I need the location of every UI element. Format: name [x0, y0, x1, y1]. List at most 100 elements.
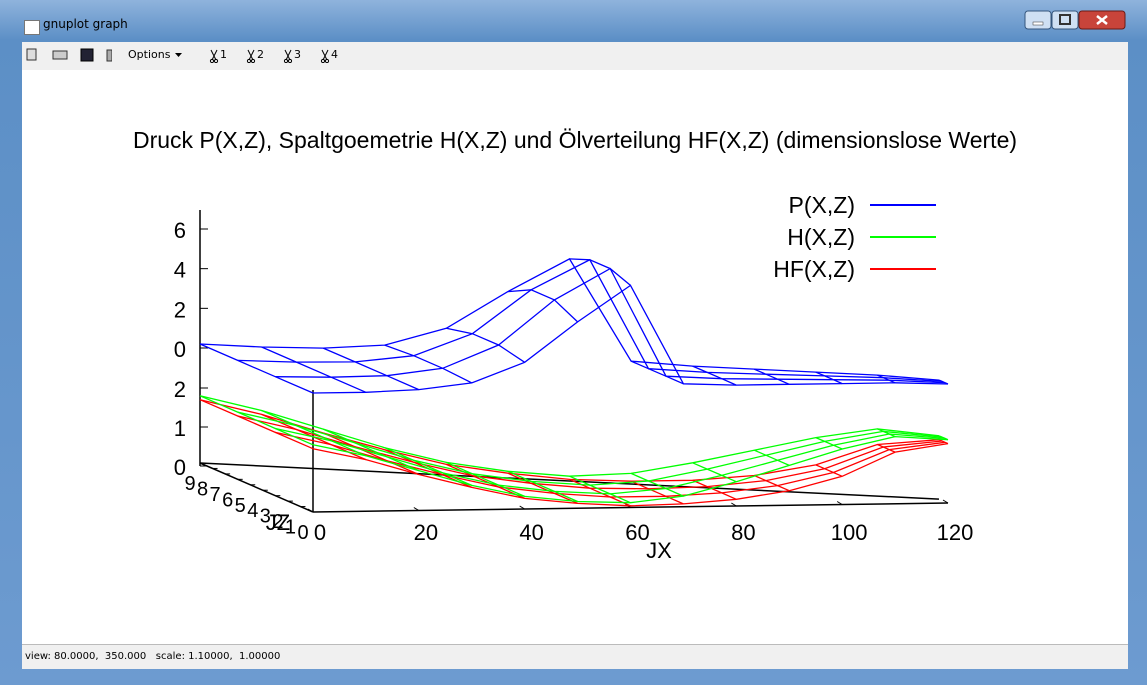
- base-edge: [199, 462, 939, 500]
- surface-column: [322, 347, 420, 391]
- print-button[interactable]: [52, 50, 68, 60]
- window-controls: [1024, 10, 1126, 30]
- plot-tab[interactable]: 3: [294, 48, 301, 61]
- surface-column: [692, 462, 737, 483]
- minimize-button[interactable]: [1024, 10, 1052, 30]
- x-tick-label: 40: [519, 520, 543, 545]
- dropdown-arrow: [175, 53, 182, 57]
- surface-column: [446, 327, 526, 363]
- surface-column: [446, 461, 525, 497]
- surface-column: [322, 432, 420, 476]
- surface-column: [938, 435, 949, 441]
- save-button[interactable]: [80, 48, 94, 62]
- surface-column: [877, 374, 896, 384]
- x-tick: [519, 505, 525, 510]
- plot-area: [22, 70, 1128, 644]
- x-tick: [413, 507, 420, 511]
- z-tick-label: 7: [210, 484, 221, 506]
- tab-icon: [320, 49, 330, 63]
- surface-column: [692, 479, 737, 500]
- surface-column: [753, 368, 790, 385]
- maximize-button[interactable]: [1051, 10, 1079, 30]
- x-tick: [307, 508, 314, 513]
- z-tick-label: 9: [184, 473, 195, 495]
- z-tick-label: 4: [247, 500, 258, 522]
- surface-column: [692, 365, 737, 386]
- surface-column: [630, 472, 684, 497]
- surface-column: [261, 346, 367, 393]
- x-tick: [836, 501, 843, 505]
- surface-column: [322, 428, 420, 472]
- legend-label: P(X,Z): [789, 192, 855, 218]
- surface-column: [630, 480, 684, 505]
- y-tick-label: 2: [174, 297, 186, 322]
- options-menu[interactable]: Options: [128, 48, 171, 61]
- options-icon: [106, 49, 112, 62]
- plot-tab[interactable]: 1: [220, 48, 227, 61]
- surface-column: [199, 399, 314, 450]
- z-tick-label: 6: [222, 489, 233, 511]
- x-tick-label: 20: [414, 520, 438, 545]
- surface-column: [261, 409, 367, 457]
- z-tick-label: 1: [285, 517, 296, 539]
- x-tick-label: 80: [731, 520, 755, 545]
- app-icon: [24, 20, 40, 35]
- surface-column: [199, 395, 314, 446]
- x-axis-label: JX: [646, 538, 672, 563]
- surface-column: [815, 437, 843, 450]
- y-tick-label: 6: [174, 218, 186, 243]
- legend-label: HF(X,Z): [773, 256, 855, 282]
- toolbar-icons: [26, 48, 112, 62]
- surface-column: [569, 258, 631, 286]
- plot-tab[interactable]: 4: [331, 48, 338, 61]
- surface-column: [199, 343, 314, 394]
- surface-column: [815, 464, 843, 477]
- surface-column: [569, 475, 631, 504]
- surface-column: [384, 344, 473, 384]
- surface-column: [446, 463, 525, 499]
- z-tick-label: 8: [197, 478, 208, 500]
- surface-column: [877, 443, 896, 453]
- plot-tab[interactable]: 2: [257, 48, 264, 61]
- toolbar: Options 1 2 3 4: [22, 42, 1128, 70]
- z-tick-label: 2: [272, 511, 283, 533]
- tab-icon: [283, 49, 293, 63]
- z-axis-label: JZ: [266, 510, 290, 535]
- copy-button[interactable]: [26, 48, 37, 61]
- surface-column: [938, 379, 949, 385]
- y2-tick-label: 1: [174, 416, 186, 441]
- chart-title: Druck P(X,Z), Spaltgoemetrie H(X,Z) und …: [133, 127, 1017, 153]
- surface-column: [938, 439, 949, 445]
- x-tick: [731, 502, 737, 507]
- x-tick-label: 60: [625, 520, 649, 545]
- surface-column: [384, 447, 473, 486]
- tab-icon: [246, 49, 256, 63]
- z-tick-label: 3: [260, 506, 271, 528]
- tab-icon: [209, 49, 219, 63]
- base-edge: [199, 462, 314, 513]
- x-tick-label: 100: [831, 520, 868, 545]
- surface-column: [753, 449, 790, 466]
- surface-column: [507, 470, 578, 503]
- surface-column: [630, 360, 684, 385]
- y-tick-label: 0: [174, 337, 186, 362]
- y2-tick-label: 0: [174, 455, 186, 480]
- status-text: view: 80.0000, 350.000 scale: 1.10000, 1…: [25, 651, 281, 662]
- x-tick-label: 120: [937, 520, 974, 545]
- y2-tick-label: 2: [174, 377, 186, 402]
- x-tick-label: 0: [314, 520, 326, 545]
- surface-row: [275, 431, 946, 498]
- surface-column: [507, 472, 578, 504]
- window-title: gnuplot graph: [43, 17, 128, 31]
- z-tick-label: 5: [235, 495, 246, 517]
- surface-column: [877, 428, 896, 438]
- status-bar: view: 80.0000, 350.000 scale: 1.10000, 1…: [22, 644, 1128, 669]
- surface-column: [569, 478, 631, 507]
- surface-column: [753, 474, 790, 492]
- z-tick-label: 0: [297, 522, 308, 544]
- surface-column: [507, 289, 579, 323]
- y-tick-label: 4: [174, 258, 186, 283]
